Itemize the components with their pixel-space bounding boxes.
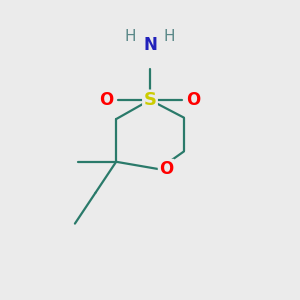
Text: O: O <box>159 160 173 178</box>
Text: H: H <box>125 29 136 44</box>
Text: S: S <box>143 91 157 109</box>
Text: O: O <box>187 91 201 109</box>
Text: H: H <box>164 29 175 44</box>
Text: O: O <box>99 91 113 109</box>
Text: N: N <box>143 37 157 55</box>
